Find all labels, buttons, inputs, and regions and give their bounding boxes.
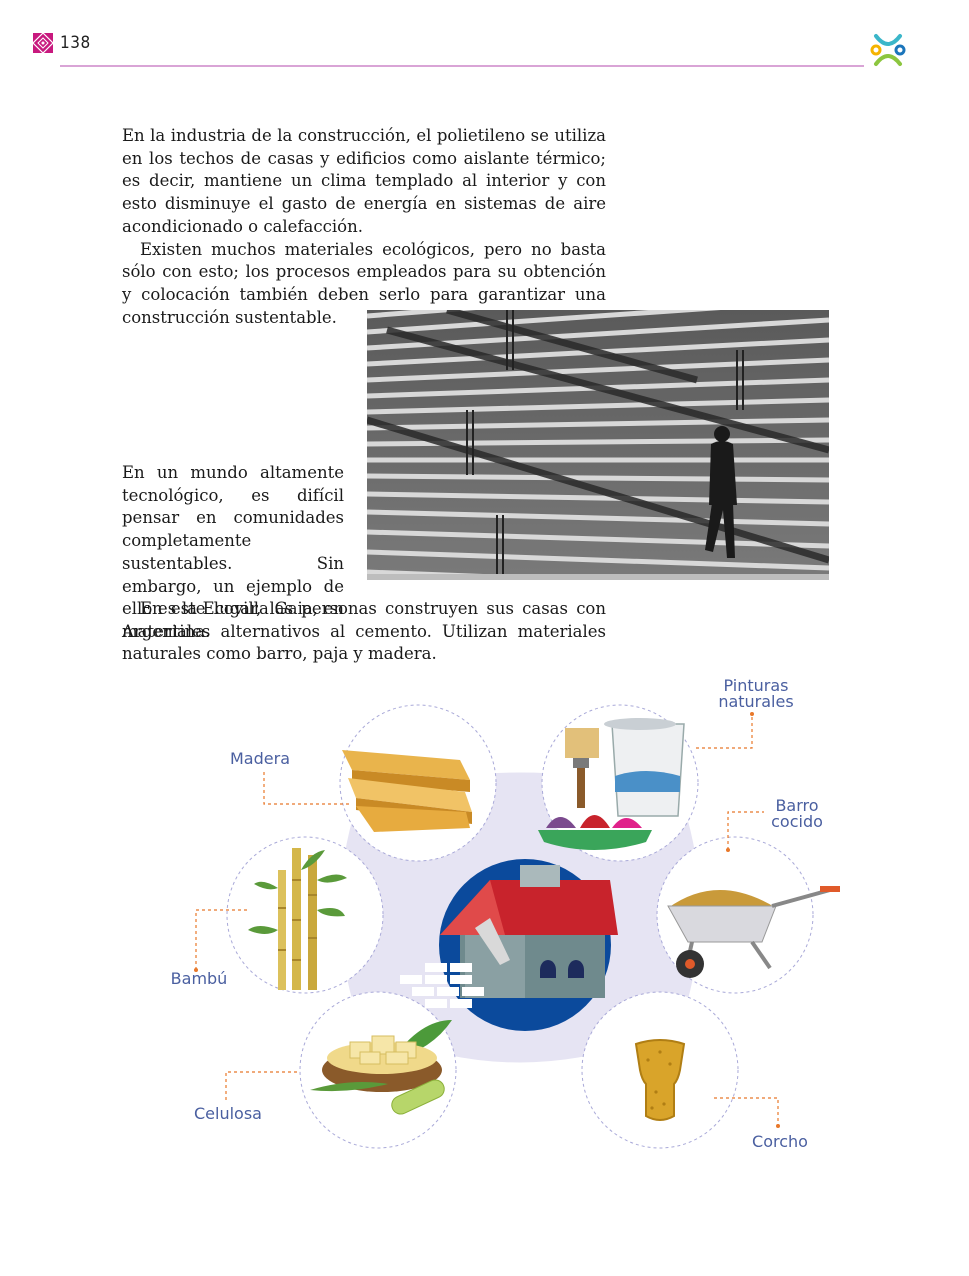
page-number: 138 (60, 33, 91, 53)
construction-photo (367, 310, 829, 580)
paragraph-materiales-ecologicos: Existen muchos materiales ecológicos, pe… (122, 239, 606, 327)
label-celulosa: Celulosa (194, 1104, 262, 1123)
natural-paints-icon (538, 718, 685, 850)
bambu-circle (226, 836, 384, 994)
label-corcho: Corcho (752, 1132, 808, 1151)
series-logo-icon (868, 30, 908, 70)
label-madera: Madera (230, 749, 290, 768)
bambu-leader (195, 909, 248, 970)
label-barro-cocido: Barro cocido (762, 798, 832, 830)
label-barro-line2: cocido (771, 812, 823, 831)
header-pattern-icon (32, 32, 54, 54)
label-pinturas-naturales: Pinturas naturales (710, 678, 802, 710)
house-illustration (400, 859, 618, 1031)
header-divider (60, 65, 864, 67)
paragraph-materiales-naturales: En este lugar, las personas construyen s… (122, 599, 606, 664)
barro-leader (727, 811, 764, 850)
intro-text: En la industria de la construcción, el p… (122, 125, 606, 329)
label-bambu: Bambú (170, 969, 228, 988)
cork-icon (634, 1039, 686, 1121)
cellulose-icon (310, 1020, 452, 1115)
wheelbarrow-icon (667, 886, 840, 978)
label-barro-line1: Barro (775, 796, 819, 815)
madera-leader (263, 772, 352, 805)
label-pinturas-line1: Pinturas (723, 676, 789, 695)
celulosa-leader (225, 1071, 300, 1100)
pinturas-leader (696, 714, 753, 749)
materials-diagram (160, 680, 860, 1160)
paragraph-ecovilla-gaia: En un mundo altamente tecnológico, es di… (122, 463, 344, 641)
wood-planks-icon (342, 750, 472, 832)
label-pinturas-line2: naturales (718, 692, 794, 711)
bamboo-icon (248, 848, 347, 990)
paragraph-polietileno: En la industria de la construcción, el p… (122, 126, 606, 236)
